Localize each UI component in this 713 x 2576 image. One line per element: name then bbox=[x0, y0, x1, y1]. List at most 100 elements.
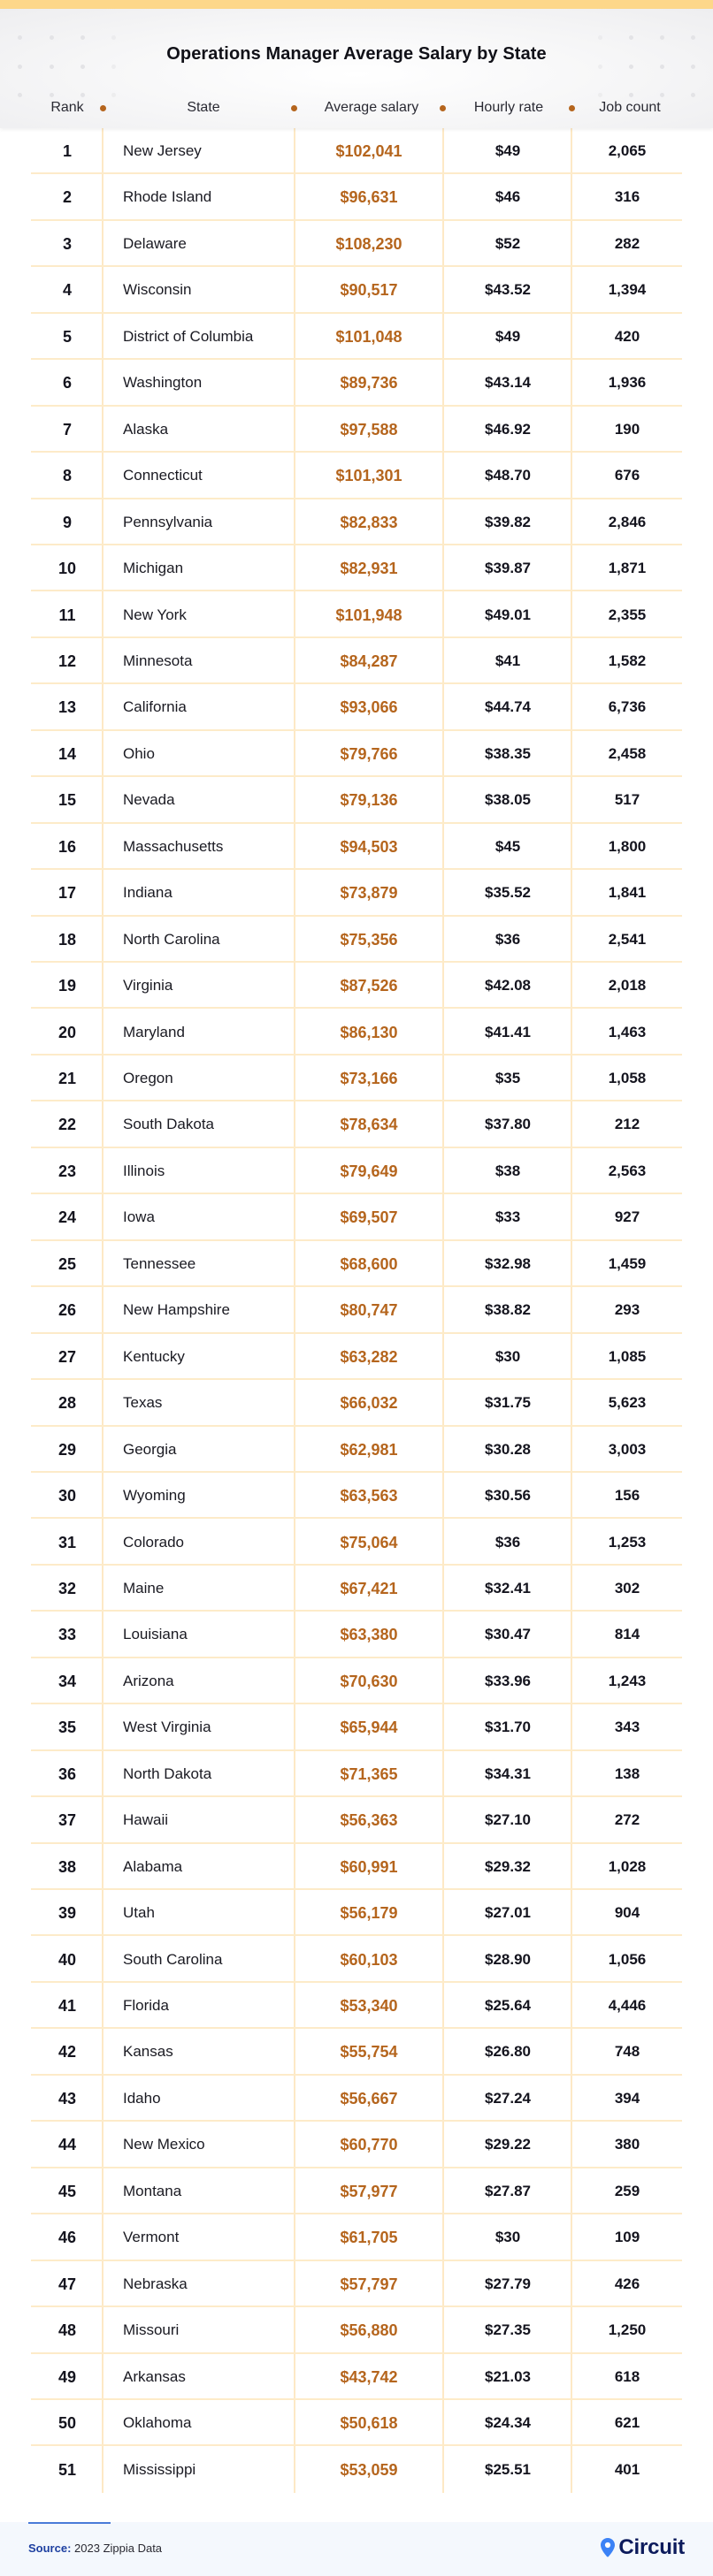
state-cell: Georgia bbox=[123, 1440, 177, 1458]
rank-cell: 44 bbox=[58, 2136, 77, 2154]
table-row: 22 South Dakota $78,634 $37.80 212 bbox=[0, 1101, 713, 1148]
job-count-cell: 1,936 bbox=[608, 374, 647, 392]
state-cell: Delaware bbox=[123, 234, 187, 252]
hourly-rate-cell: $43.14 bbox=[485, 374, 531, 392]
table-row: 36 North Dakota $71,365 $34.31 138 bbox=[0, 1751, 713, 1798]
state-cell: Ohio bbox=[123, 744, 155, 762]
row-divider bbox=[31, 172, 682, 175]
table-row: 46 Vermont $61,705 $30 109 bbox=[0, 2214, 713, 2261]
average-salary-cell: $62,981 bbox=[340, 1440, 398, 1459]
rank-cell: 9 bbox=[62, 513, 72, 531]
job-count-cell: 109 bbox=[614, 2229, 640, 2246]
job-count-cell: 190 bbox=[614, 420, 640, 438]
average-salary-cell: $55,754 bbox=[340, 2043, 398, 2062]
table-row: 25 Tennessee $68,600 $32.98 1,459 bbox=[0, 1241, 713, 1288]
rank-cell: 28 bbox=[58, 1394, 77, 1413]
table-row: 17 Indiana $73,879 $35.52 1,841 bbox=[0, 870, 713, 917]
row-divider bbox=[31, 404, 682, 407]
job-count-cell: 394 bbox=[614, 2089, 640, 2107]
job-count-cell: 2,846 bbox=[608, 513, 647, 530]
column-divider bbox=[571, 128, 572, 2493]
job-count-cell: 156 bbox=[614, 1487, 640, 1505]
average-salary-cell: $50,618 bbox=[340, 2414, 398, 2433]
rank-cell: 20 bbox=[58, 1023, 77, 1041]
row-divider bbox=[31, 451, 682, 453]
column-separator-dot bbox=[440, 105, 446, 111]
average-salary-cell: $63,282 bbox=[340, 1347, 398, 1366]
hourly-rate-cell: $31.75 bbox=[485, 1394, 531, 1412]
row-divider bbox=[31, 311, 682, 314]
rank-cell: 18 bbox=[58, 930, 77, 949]
average-salary-cell: $101,301 bbox=[335, 467, 402, 485]
hourly-rate-cell: $38.35 bbox=[485, 744, 531, 762]
state-cell: Nebraska bbox=[123, 2275, 188, 2292]
state-cell: North Dakota bbox=[123, 1764, 212, 1782]
rank-cell: 24 bbox=[58, 1208, 77, 1227]
source-text: 2023 Zippia Data bbox=[74, 2542, 163, 2555]
hourly-rate-cell: $43.52 bbox=[485, 281, 531, 299]
rank-cell: 32 bbox=[58, 1579, 77, 1597]
hourly-rate-cell: $24.34 bbox=[485, 2414, 531, 2432]
average-salary-cell: $79,766 bbox=[340, 744, 398, 763]
column-header-average-salary: Average salary bbox=[324, 100, 419, 115]
job-count-cell: 1,841 bbox=[608, 884, 647, 902]
table-row: 21 Oregon $73,166 $35 1,058 bbox=[0, 1056, 713, 1102]
table-header: Operations Manager Average Salary by Sta… bbox=[0, 9, 713, 128]
average-salary-cell: $56,667 bbox=[340, 2089, 398, 2107]
column-separator-dot bbox=[100, 105, 106, 111]
average-salary-cell: $71,365 bbox=[340, 1764, 398, 1783]
table-row: 26 New Hampshire $80,747 $38.82 293 bbox=[0, 1287, 713, 1334]
table-row: 6 Washington $89,736 $43.14 1,936 bbox=[0, 360, 713, 407]
hourly-rate-cell: $30.47 bbox=[485, 1626, 531, 1643]
hourly-rate-cell: $30.56 bbox=[485, 1487, 531, 1505]
row-divider bbox=[31, 1470, 682, 1473]
row-divider bbox=[31, 1146, 682, 1148]
job-count-cell: 138 bbox=[614, 1764, 640, 1782]
hourly-rate-cell: $41 bbox=[494, 652, 521, 669]
average-salary-cell: $79,136 bbox=[340, 791, 398, 810]
table-row: 20 Maryland $86,130 $41.41 1,463 bbox=[0, 1010, 713, 1056]
state-cell: Massachusetts bbox=[123, 837, 224, 855]
rank-cell: 49 bbox=[58, 2367, 77, 2386]
hourly-rate-cell: $27.87 bbox=[485, 2182, 531, 2199]
rank-cell: 7 bbox=[62, 420, 72, 438]
state-cell: Vermont bbox=[123, 2229, 180, 2246]
average-salary-cell: $61,705 bbox=[340, 2229, 398, 2247]
average-salary-cell: $101,948 bbox=[335, 606, 402, 624]
table-row: 45 Montana $57,977 $27.87 259 bbox=[0, 2168, 713, 2215]
table-row: 27 Kentucky $63,282 $30 1,085 bbox=[0, 1334, 713, 1381]
state-cell: Colorado bbox=[123, 1533, 184, 1551]
state-cell: California bbox=[123, 698, 187, 716]
job-count-cell: 3,003 bbox=[608, 1440, 647, 1458]
job-count-cell: 2,563 bbox=[608, 1162, 647, 1179]
row-divider bbox=[31, 682, 682, 685]
row-divider bbox=[31, 497, 682, 499]
row-divider bbox=[31, 1841, 682, 1844]
hourly-rate-cell: $41.41 bbox=[485, 1023, 531, 1040]
average-salary-cell: $65,944 bbox=[340, 1719, 398, 1737]
rank-cell: 30 bbox=[58, 1487, 77, 1505]
job-count-cell: 343 bbox=[614, 1719, 640, 1736]
rank-cell: 11 bbox=[58, 606, 76, 624]
rank-cell: 48 bbox=[58, 2321, 77, 2340]
hourly-rate-cell: $39.82 bbox=[485, 513, 531, 530]
state-cell: North Carolina bbox=[123, 930, 220, 948]
table-row: 50 Oklahoma $50,618 $24.34 621 bbox=[0, 2400, 713, 2447]
job-count-cell: 2,458 bbox=[608, 744, 647, 762]
rank-cell: 25 bbox=[58, 1254, 77, 1273]
row-divider bbox=[31, 1007, 682, 1010]
average-salary-cell: $97,588 bbox=[340, 420, 398, 438]
table-row: 28 Texas $66,032 $31.75 5,623 bbox=[0, 1380, 713, 1427]
table-row: 5 District of Columbia $101,048 $49 420 bbox=[0, 314, 713, 361]
rank-cell: 16 bbox=[58, 837, 77, 856]
job-count-cell: 517 bbox=[614, 791, 640, 809]
state-cell: Illinois bbox=[123, 1162, 165, 1179]
job-count-cell: 420 bbox=[614, 327, 640, 345]
average-salary-cell: $108,230 bbox=[335, 234, 402, 253]
state-cell: Texas bbox=[123, 1394, 163, 1412]
row-divider bbox=[31, 2073, 682, 2076]
job-count-cell: 1,582 bbox=[608, 652, 647, 669]
hourly-rate-cell: $29.22 bbox=[485, 2136, 531, 2153]
table-row: 12 Minnesota $84,287 $41 1,582 bbox=[0, 638, 713, 685]
job-count-cell: 1,243 bbox=[608, 1672, 647, 1689]
